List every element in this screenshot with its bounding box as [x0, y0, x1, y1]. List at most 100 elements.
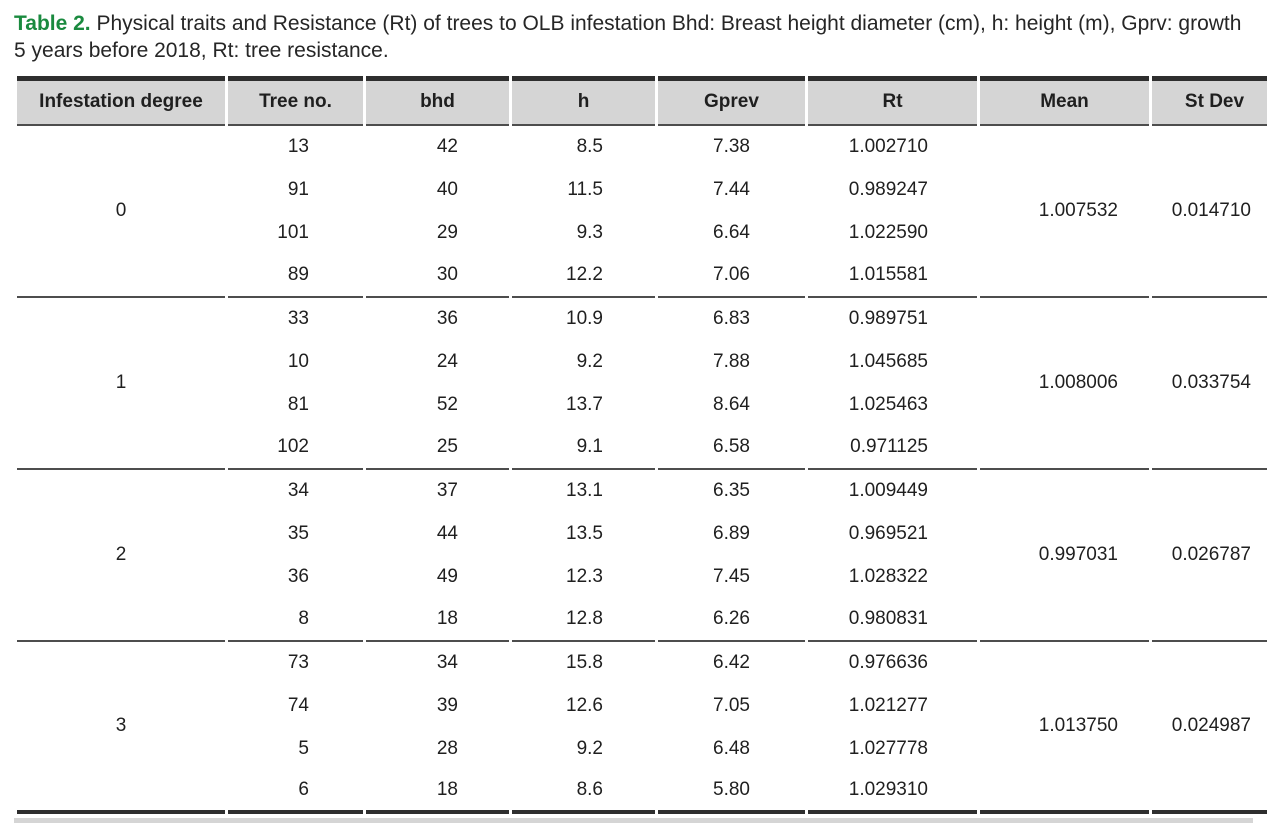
col-header-bhd: bhd [366, 75, 509, 126]
h-cell: 13.1 [566, 480, 603, 502]
tree-no-cell: 89 [228, 255, 363, 298]
bhd-cell: 18 [366, 599, 509, 642]
table-row: 36 49 12.3 7.45 1.028322 [17, 556, 1267, 599]
table-row: 5 28 9.2 6.48 1.027778 [17, 728, 1267, 771]
table-body: 0 13 42 8.5 7.38 1.002710 1.007532 0.014710 91 40… [17, 126, 1267, 814]
tree-no-cell: 8 [228, 599, 363, 642]
bhd-cell: 25 [366, 427, 509, 470]
rt-cell: 1.029310 [808, 771, 977, 814]
rt-cell: 0.989751 [848, 308, 928, 330]
col-header-rt: Rt [808, 75, 977, 126]
table-caption-text: Physical traits and Resistance (Rt) of t… [14, 12, 1242, 63]
tree-no-cell: 73 [287, 652, 309, 674]
gprev-cell: 6.35 [713, 480, 750, 502]
tree-no-cell: 81 [287, 394, 309, 416]
infestation-degree-cell: 0 [17, 126, 225, 298]
bhd-cell: 49 [436, 566, 458, 588]
gprev-cell: 6.64 [713, 222, 750, 244]
tree-no-cell: 102 [228, 427, 363, 470]
col-header-tree-no: Tree no. [228, 75, 363, 126]
h-cell: 10.9 [566, 308, 603, 330]
rt-cell: 1.015581 [808, 255, 977, 298]
tree-no-cell: 101 [277, 222, 309, 244]
st-dev-cell: 0.033754 [1152, 298, 1267, 470]
h-cell: 15.8 [566, 652, 603, 674]
bhd-cell: 36 [436, 308, 458, 330]
gprev-cell: 6.58 [658, 427, 805, 470]
gprev-cell: 7.88 [713, 351, 750, 373]
gprev-cell: 8.64 [713, 394, 750, 416]
mean-cell: 1.007532 [980, 126, 1149, 298]
table-row: 3 73 34 15.8 6.42 0.976636 1.013750 0.024987 [17, 642, 1267, 814]
h-cell: 13.7 [566, 394, 603, 416]
table-row: 10 24 9.2 7.88 1.045685 [17, 341, 1267, 384]
gprev-cell: 7.45 [713, 566, 750, 588]
col-header-st-dev: St Dev [1152, 75, 1267, 126]
physical-traits-table: Infestation degree Tree no. bhd h Gprev … [14, 75, 1267, 814]
gprev-cell: 7.05 [713, 695, 750, 717]
h-cell: 12.3 [566, 566, 603, 588]
h-cell: 12.6 [566, 695, 603, 717]
bhd-cell: 30 [366, 255, 509, 298]
col-header-mean: Mean [980, 75, 1149, 126]
h-cell: 13.5 [566, 523, 603, 545]
h-cell: 9.3 [576, 222, 603, 244]
gprev-cell: 6.48 [713, 738, 750, 760]
rt-cell: 1.027778 [848, 738, 928, 760]
rt-cell: 1.009449 [848, 480, 928, 502]
tree-no-cell: 33 [287, 308, 309, 330]
table-row: 101 29 9.3 6.64 1.022590 [17, 212, 1267, 255]
rt-cell: 0.976636 [848, 652, 928, 674]
gprev-cell: 6.26 [658, 599, 805, 642]
st-dev-cell: 0.026787 [1152, 470, 1267, 642]
mean-cell: 1.008006 [980, 298, 1149, 470]
tree-no-cell: 6 [228, 771, 363, 814]
table-row: 102 25 9.1 6.58 0.971125 [17, 427, 1267, 470]
gprev-cell: 6.83 [713, 308, 750, 330]
bhd-cell: 42 [436, 136, 458, 158]
table-row: 1 33 36 10.9 6.83 0.989751 1.008006 0.033754 [17, 298, 1267, 470]
rt-cell: 0.971125 [808, 427, 977, 470]
infestation-degree-cell: 3 [17, 642, 225, 814]
gprev-cell: 7.38 [713, 136, 750, 158]
h-cell: 12.8 [512, 599, 655, 642]
h-cell: 8.6 [512, 771, 655, 814]
h-cell: 9.2 [576, 738, 603, 760]
rt-cell: 1.025463 [848, 394, 928, 416]
gprev-cell: 5.80 [658, 771, 805, 814]
bhd-cell: 44 [436, 523, 458, 545]
table-row: 89 30 12.2 7.06 1.015581 [17, 255, 1267, 298]
rt-cell: 1.002710 [848, 136, 928, 158]
rt-cell: 1.022590 [848, 222, 928, 244]
h-cell: 9.2 [576, 351, 603, 373]
st-dev-cell: 0.024987 [1152, 642, 1267, 814]
rt-cell: 1.021277 [848, 695, 928, 717]
table-row: 8 18 12.8 6.26 0.980831 [17, 599, 1267, 642]
rt-cell: 0.980831 [808, 599, 977, 642]
bhd-cell: 28 [436, 738, 458, 760]
col-header-infestation-degree: Infestation degree [17, 75, 225, 126]
h-cell: 8.5 [576, 136, 603, 158]
tree-no-cell: 13 [287, 136, 309, 158]
h-cell: 12.2 [512, 255, 655, 298]
bhd-cell: 29 [436, 222, 458, 244]
bottom-rule [14, 817, 1253, 823]
tree-no-cell: 5 [298, 738, 309, 760]
table-row: 6 18 8.6 5.80 1.029310 [17, 771, 1267, 814]
bhd-cell: 52 [436, 394, 458, 416]
infestation-degree-cell: 1 [17, 298, 225, 470]
bhd-cell: 24 [436, 351, 458, 373]
rt-cell: 0.969521 [848, 523, 928, 545]
h-cell: 11.5 [567, 179, 603, 201]
tree-no-cell: 35 [287, 523, 309, 545]
bhd-cell: 18 [366, 771, 509, 814]
infestation-degree-cell: 2 [17, 470, 225, 642]
rt-cell: 1.045685 [848, 351, 928, 373]
col-header-gprev: Gprev [658, 75, 805, 126]
bhd-cell: 40 [436, 179, 458, 201]
rt-cell: 1.028322 [848, 566, 928, 588]
tree-no-cell: 10 [287, 351, 309, 373]
gprev-cell: 6.89 [713, 523, 750, 545]
header-row: Infestation degree Tree no. bhd h Gprev … [17, 75, 1267, 126]
